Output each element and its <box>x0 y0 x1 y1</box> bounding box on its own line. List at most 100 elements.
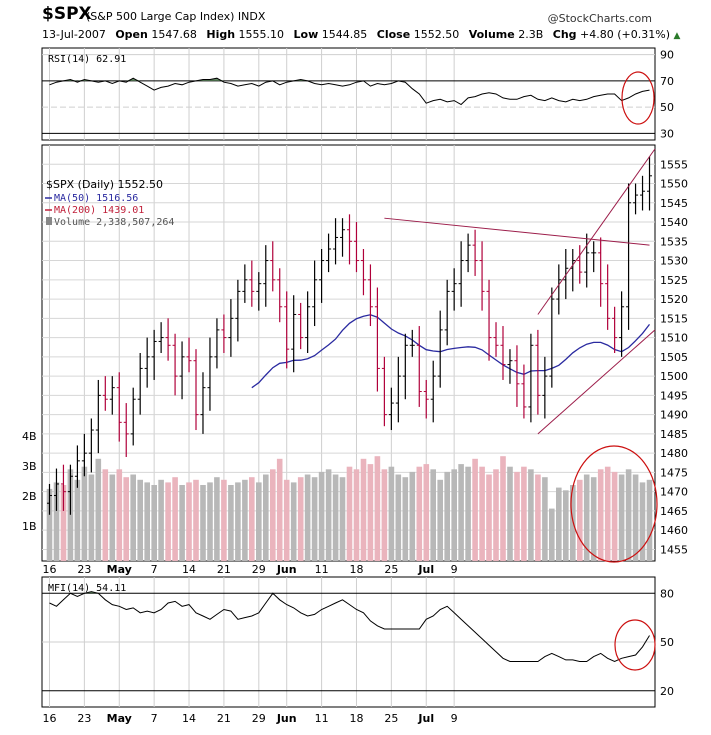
price-x-label: Jul <box>417 563 434 576</box>
volume-bar <box>604 466 611 561</box>
price-tick-label: 1535 <box>660 235 688 248</box>
bottom-x-label: 23 <box>77 712 91 725</box>
open-value: 1547.68 <box>151 28 197 41</box>
price-tick-label: 1525 <box>660 274 688 287</box>
price-tick-label: 1545 <box>660 197 688 210</box>
volume-label: Volume <box>468 28 515 41</box>
rsi-tick-label: 90 <box>660 49 674 62</box>
volume-bar <box>625 469 632 561</box>
volume-bar <box>193 479 199 561</box>
ma50-legend: MA(50) 1516.56 <box>54 193 138 204</box>
rsi-tick-label: 70 <box>660 75 674 88</box>
volume-bar <box>458 464 464 561</box>
volume-bar <box>430 469 436 561</box>
bottom-x-label: 9 <box>451 712 458 725</box>
volume-bar <box>325 469 332 561</box>
mfi-line <box>49 591 650 663</box>
bottom-x-label: 25 <box>384 712 398 725</box>
volume-bar <box>130 474 136 561</box>
volume-bar <box>200 485 206 561</box>
volume-bar <box>283 479 290 561</box>
bottom-x-label: 29 <box>252 712 266 725</box>
volume-bar <box>67 469 74 561</box>
bottom-x-label: Jun <box>276 712 297 725</box>
volume-bar <box>583 474 590 561</box>
volume-bar <box>81 466 88 561</box>
bottom-x-label: 16 <box>42 712 56 725</box>
volume-bar <box>311 477 318 561</box>
rsi-legend: RSI(14) 62.91 <box>48 54 126 65</box>
volume-bar <box>528 469 534 561</box>
volume-tick-label: 3B <box>22 460 37 473</box>
price-tick-label: 1555 <box>660 158 688 171</box>
volume-bar <box>472 458 478 561</box>
volume-bar <box>423 464 430 561</box>
price-tick-label: 1510 <box>660 332 688 345</box>
ma50-line <box>251 314 651 389</box>
price-tick-label: 1465 <box>660 505 688 518</box>
volume-legend: Volume 2,338,507,264 <box>54 217 174 228</box>
volume-bar <box>590 477 597 561</box>
support-trendline <box>537 329 656 435</box>
up-arrow-icon: ▲ <box>673 31 681 41</box>
volume-bar <box>353 469 360 561</box>
volume-bar <box>465 466 471 561</box>
volume-bar <box>639 482 646 561</box>
volume-bar <box>74 479 81 561</box>
rsi-tick-label: 50 <box>660 101 674 114</box>
volume-bar <box>395 474 402 561</box>
bottom-x-label: 7 <box>151 712 158 725</box>
open-label: Open <box>115 28 148 41</box>
volume-bar <box>332 474 339 561</box>
price-tick-label: 1475 <box>660 466 688 479</box>
brand-label[interactable]: @StockCharts.com <box>547 12 652 25</box>
bottom-x-label: 18 <box>349 712 363 725</box>
volume-bar <box>207 482 213 561</box>
volume-bar <box>172 477 178 561</box>
volume-tick-label: 1B <box>22 520 37 533</box>
volume-bar <box>276 458 283 561</box>
volume-value: 2.3B <box>518 28 544 41</box>
price-tick-label: 1530 <box>660 255 688 268</box>
volume-bar <box>290 482 297 561</box>
volume-bar <box>409 471 416 561</box>
price-x-label: May <box>107 563 132 576</box>
price-x-label: 14 <box>182 563 196 576</box>
bottom-x-label: Jul <box>417 712 434 725</box>
low-label: Low <box>293 28 319 41</box>
volume-bar <box>263 474 269 561</box>
volume-bar <box>416 466 423 561</box>
volume-tick-label: 4B <box>22 430 37 443</box>
volume-bar <box>556 487 562 561</box>
volume-bar <box>88 474 95 561</box>
price-tick-label: 1490 <box>660 409 688 422</box>
volume-bar <box>179 485 185 561</box>
price-tick-label: 1540 <box>660 216 688 229</box>
volume-bar <box>158 479 164 561</box>
rsi-tick-label: 30 <box>660 127 674 140</box>
price-legend: $SPX (Daily) 1552.50 <box>46 178 163 191</box>
volume-bar <box>514 471 520 561</box>
price-tick-label: 1515 <box>660 312 688 325</box>
high-label: High <box>206 28 236 41</box>
quote-date: 13-Jul-2007 <box>42 28 106 41</box>
price-x-label: 21 <box>217 563 231 576</box>
close-value: 1552.50 <box>413 28 460 41</box>
ohlc-line: 13-Jul-2007 Open 1547.68 High 1555.10 Lo… <box>42 28 680 41</box>
volume-annotation-circle <box>570 445 658 563</box>
volume-bar <box>346 466 353 561</box>
volume-bar <box>388 466 395 561</box>
price-x-label: 29 <box>252 563 266 576</box>
volume-bar <box>444 471 450 561</box>
volume-bar <box>95 458 102 561</box>
price-tick-label: 1495 <box>660 389 688 402</box>
volume-bar <box>374 456 381 561</box>
price-x-label: 11 <box>315 563 329 576</box>
chart-header: $SPX (S&P 500 Large Cap Index) INDX @Sto… <box>42 4 702 44</box>
mfi-tick-label: 50 <box>660 636 674 649</box>
bottom-x-label: May <box>107 712 132 725</box>
volume-bar <box>235 482 241 561</box>
mfi-annotation-circle <box>614 619 656 671</box>
price-tick-label: 1485 <box>660 428 688 441</box>
price-tick-label: 1550 <box>660 178 688 191</box>
